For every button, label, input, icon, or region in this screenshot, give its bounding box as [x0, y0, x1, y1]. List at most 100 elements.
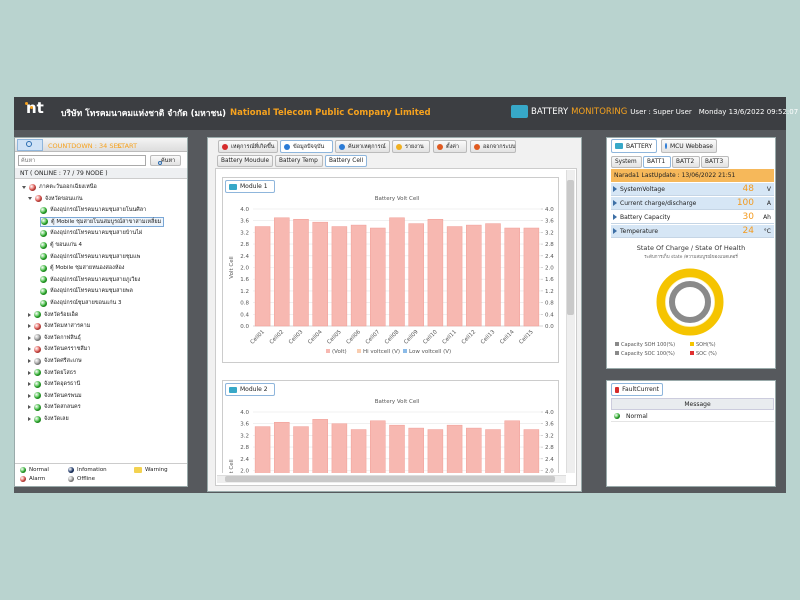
v-scrollbar[interactable]	[566, 170, 575, 473]
toolbar-tab[interactable]: รายงาน	[392, 140, 430, 153]
warning-icon	[134, 467, 142, 473]
reading-unit: °C	[763, 227, 771, 235]
x-tick-label: Cell05	[326, 329, 343, 346]
tree-node[interactable]: จังหวัดกาฬสินธุ์	[28, 333, 83, 343]
status-dot	[40, 241, 47, 249]
legend-label: (Volt)	[332, 349, 347, 355]
battery-tab[interactable]: BATTERY	[611, 139, 657, 153]
collapse-arrow[interactable]	[28, 370, 31, 375]
tree-node[interactable]: จังหวัดนครราชสีมา	[28, 344, 92, 354]
tree-node[interactable]: จังหวัดอุดรธานี	[28, 379, 82, 389]
x-tick-label: Cell08	[384, 329, 401, 346]
tree-node[interactable]: ตู้ Mobile ชุมสายหนองสองห้อง	[40, 263, 126, 273]
module-title: Module 2	[240, 386, 268, 393]
legend-item: Alarm	[20, 476, 45, 482]
sub-tab[interactable]: Battery Moudule	[217, 155, 273, 167]
bar	[485, 223, 501, 327]
collapse-arrow[interactable]	[28, 335, 31, 340]
tree-node[interactable]: จังหวัดยโสธร	[28, 368, 78, 378]
tree-node[interactable]: ห้องอุปกรณ์โทรคมนาคมชุมสายพล	[40, 286, 135, 296]
bar	[446, 226, 463, 327]
tree-node[interactable]: ห้องอุปกรณ์โทรคมนาคมชุมสายบ้านไผ่	[40, 228, 144, 238]
tree-node[interactable]: ห้องอุปกรณ์ชุมสายขอนแก่น 3	[40, 298, 124, 308]
y2-tick-label: 1.2	[545, 289, 554, 295]
reading-label: Temperature	[620, 227, 659, 235]
tree-node[interactable]: ตู้ Mobile ชุมสายโนนสมบูรณ์สาขาสามเหลี่ย…	[40, 216, 165, 227]
collapse-arrow[interactable]	[28, 417, 31, 421]
bar	[312, 419, 328, 473]
last-update: Narada1 LastUpdate : 13/06/2022 21:51	[611, 169, 774, 182]
status-dot	[29, 183, 36, 191]
status-dot	[40, 287, 47, 295]
tree: ภาคตะวันออกเฉียงเหนือจังหวัดขอนแก่นห้องอ…	[14, 0, 188, 460]
search-button[interactable]: ค้นหา	[150, 155, 181, 166]
tree-label: ภาคตะวันออกเฉียงเหนือ	[39, 184, 97, 190]
collapse-arrow[interactable]	[28, 347, 31, 352]
tree-node[interactable]: ห้องอุปกรณ์โทรคมนาคมชุมสายชุมแพ	[40, 252, 142, 262]
fault-message: Normal	[626, 412, 648, 420]
h-scroll-thumb[interactable]	[225, 476, 555, 482]
y2-tick-label: 4.0	[545, 207, 554, 213]
legend-item: Offline	[68, 476, 95, 482]
tree-node[interactable]: จังหวัดมหาสารคาม	[28, 321, 92, 331]
toolbar-tab[interactable]: ข้อมูลปัจจุบัน	[280, 140, 333, 153]
y2-tick-label: 3.6	[545, 422, 554, 428]
toolbar-tab[interactable]: ค้นหาเหตุการณ์	[335, 140, 390, 153]
sub-tab[interactable]: Battery Temp	[275, 155, 323, 167]
donut-segment	[656, 268, 724, 336]
tree-node[interactable]: จังหวัดศรีสะเกษ	[28, 356, 84, 366]
tree-node[interactable]: จังหวัดร้อยเอ็ด	[28, 310, 80, 320]
tree-node[interactable]: ห้องอุปกรณ์โทรคมนาคมชุมสายภูเวียง	[40, 275, 142, 285]
sub-tab[interactable]: Battery Cell	[325, 155, 367, 167]
legend-swatch	[403, 349, 407, 353]
legend-label: SOC (%)	[696, 351, 717, 357]
reading-value: 24	[742, 226, 754, 236]
bar	[427, 218, 444, 327]
tree-node[interactable]: ตู้ ขอนแก่น 4	[40, 240, 84, 250]
fault-tab[interactable]: FaultCurrent	[611, 383, 663, 396]
bar	[350, 224, 367, 327]
y2-tick-label: 3.2	[545, 433, 554, 439]
collapse-arrow[interactable]	[28, 405, 31, 410]
legend-swatch	[690, 351, 694, 355]
tree-node[interactable]: จังหวัดนครพนม	[28, 391, 84, 401]
expand-arrow[interactable]	[28, 197, 32, 201]
collapse-arrow[interactable]	[28, 324, 31, 329]
tree-node[interactable]: จังหวัดเลย	[28, 414, 71, 424]
donut-segment	[669, 281, 711, 323]
legend-label: Low voltcell (V)	[409, 349, 451, 355]
start-button[interactable]: START	[117, 142, 138, 150]
expand-arrow[interactable]	[22, 185, 26, 189]
bar	[504, 420, 520, 473]
reading-value: 48	[742, 184, 754, 194]
toolbar-tab[interactable]: เหตุการณ์ที่เกิดขึ้น	[218, 140, 278, 153]
battery-subtab[interactable]: BATT3	[701, 156, 729, 168]
x-tick-label: Cell09	[403, 329, 420, 346]
toolbar-tab[interactable]: ตั้งค่า	[433, 140, 467, 153]
tree-node[interactable]: จังหวัดขอนแก่น	[28, 194, 85, 204]
tree-node[interactable]: ภาคตะวันออกเฉียงเหนือ	[22, 182, 99, 192]
tree-label: ห้องอุปกรณ์โทรคมนาคมชุมสายโนนศิลา	[50, 207, 147, 214]
y-tick-label: 0.8	[240, 301, 249, 307]
toolbar-tab[interactable]: ออกจากระบบ	[470, 140, 516, 153]
battery-subtab[interactable]: BATT1	[643, 156, 671, 168]
battery-tab[interactable]: MCU Webbase	[661, 139, 717, 153]
v-scroll-thumb[interactable]	[567, 180, 574, 315]
y-tick-label: 3.6	[240, 422, 249, 428]
fault-tab-label: FaultCurrent	[622, 386, 659, 393]
tree-node[interactable]: ห้องอุปกรณ์โทรคมนาคมชุมสายโนนศิลา	[40, 205, 148, 215]
battery-subtab[interactable]: System	[611, 156, 642, 168]
battery-subtab[interactable]: BATT2	[672, 156, 700, 168]
collapse-arrow[interactable]	[28, 359, 31, 363]
search-input[interactable]	[18, 155, 146, 166]
collapse-arrow[interactable]	[28, 393, 31, 398]
collapse-arrow[interactable]	[28, 382, 31, 387]
tree-node[interactable]: จังหวัดสกลนคร	[28, 402, 83, 412]
status-dot	[614, 413, 620, 419]
legend-item: Normal	[20, 467, 49, 473]
fault-icon	[615, 386, 620, 393]
collapse-arrow[interactable]	[28, 312, 31, 317]
tree-label: ตู้ Mobile ชุมสายโนนสมบูรณ์สาขาสามเหลี่ย…	[51, 218, 162, 225]
